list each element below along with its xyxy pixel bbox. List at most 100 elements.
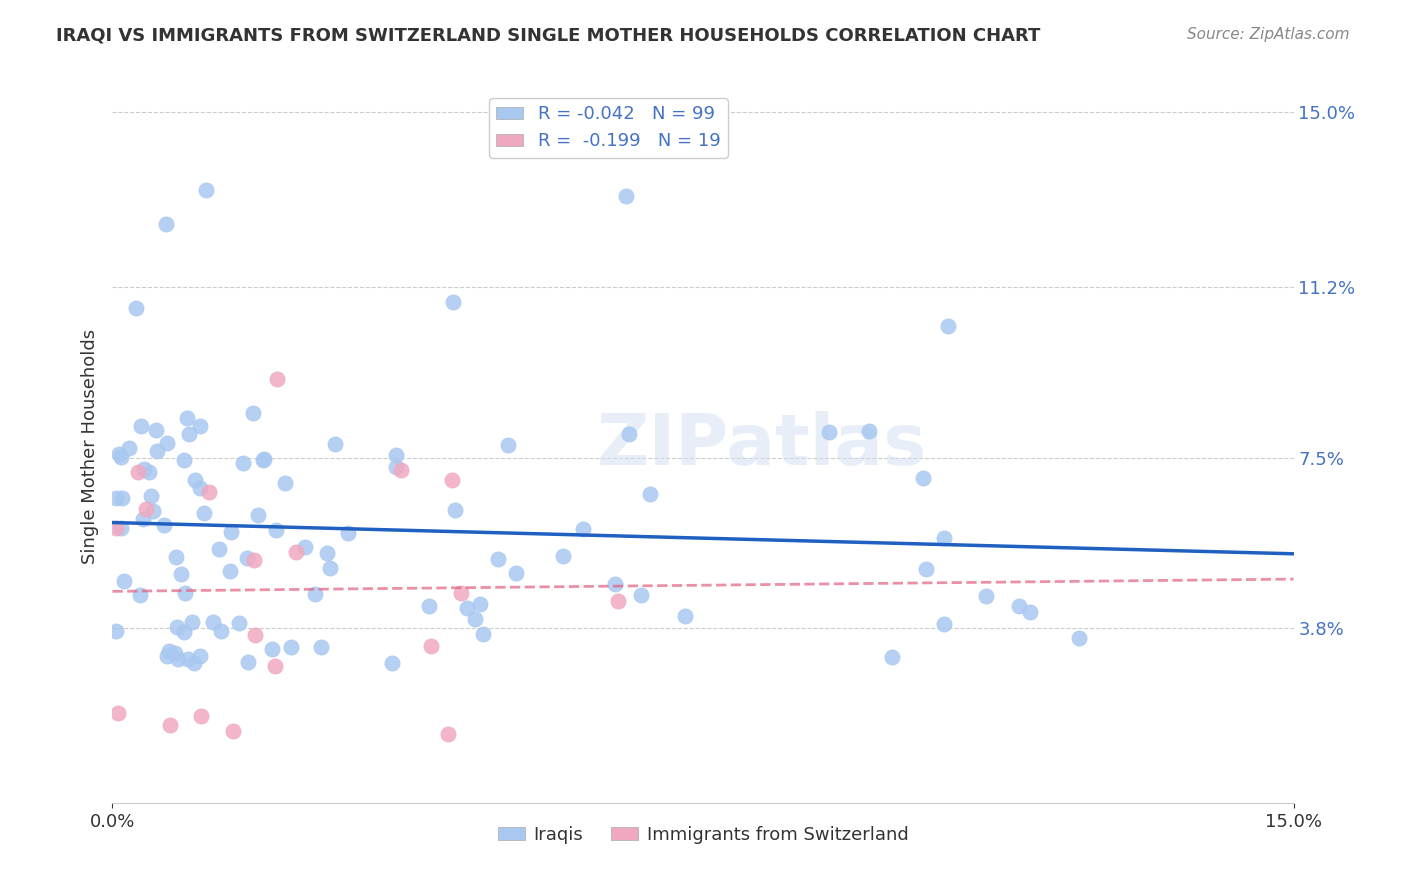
- Point: [606, 594, 628, 608]
- Point: [169, 567, 191, 582]
- Point: [389, 463, 412, 477]
- Point: [174, 586, 197, 600]
- Point: [974, 589, 997, 603]
- Point: [468, 597, 491, 611]
- Point: [505, 566, 527, 581]
- Point: [209, 624, 232, 639]
- Point: [418, 599, 440, 614]
- Point: [183, 473, 205, 487]
- Point: [165, 549, 187, 564]
- Point: [266, 372, 288, 386]
- Point: [173, 625, 195, 640]
- Point: [242, 406, 264, 420]
- Point: [207, 541, 229, 556]
- Point: [167, 652, 190, 666]
- Point: [188, 481, 211, 495]
- Point: [242, 553, 264, 567]
- Point: [105, 520, 128, 534]
- Point: [188, 419, 211, 434]
- Point: [159, 718, 181, 732]
- Point: [134, 462, 156, 476]
- Point: [603, 577, 626, 591]
- Point: [263, 658, 285, 673]
- Point: [135, 502, 157, 516]
- Point: [638, 487, 661, 501]
- Point: [222, 724, 245, 739]
- Point: [132, 512, 155, 526]
- Point: [444, 503, 467, 517]
- Point: [912, 471, 935, 485]
- Point: [157, 643, 180, 657]
- Point: [221, 524, 243, 539]
- Point: [294, 541, 316, 555]
- Point: [193, 506, 215, 520]
- Point: [304, 587, 326, 601]
- Point: [156, 435, 179, 450]
- Point: [156, 648, 179, 663]
- Point: [236, 551, 259, 566]
- Point: [381, 656, 404, 670]
- Point: [384, 459, 406, 474]
- Point: [915, 562, 938, 576]
- Point: [195, 183, 218, 197]
- Point: [236, 655, 259, 669]
- Point: [253, 451, 276, 466]
- Point: [936, 318, 959, 333]
- Point: [128, 588, 150, 602]
- Point: [188, 649, 211, 664]
- Point: [1067, 631, 1090, 645]
- Point: [932, 617, 955, 632]
- Point: [336, 525, 359, 540]
- Point: [616, 188, 638, 202]
- Text: ZIPatlas: ZIPatlas: [598, 411, 927, 481]
- Point: [882, 650, 904, 665]
- Point: [165, 646, 187, 660]
- Point: [437, 727, 460, 741]
- Point: [818, 425, 841, 439]
- Point: [553, 549, 575, 564]
- Point: [1018, 606, 1040, 620]
- Point: [129, 419, 152, 434]
- Point: [190, 708, 212, 723]
- Point: [316, 546, 339, 560]
- Point: [319, 561, 342, 575]
- Point: [166, 620, 188, 634]
- Point: [232, 456, 254, 470]
- Point: [1007, 599, 1029, 613]
- Point: [110, 520, 132, 534]
- Point: [127, 465, 149, 479]
- Point: [146, 443, 169, 458]
- Point: [142, 504, 165, 518]
- Point: [153, 518, 176, 533]
- Point: [274, 475, 297, 490]
- Point: [420, 639, 443, 653]
- Point: [932, 531, 955, 545]
- Point: [145, 423, 167, 437]
- Point: [630, 588, 652, 602]
- Point: [155, 218, 177, 232]
- Point: [201, 615, 224, 629]
- Point: [138, 465, 160, 479]
- Point: [450, 586, 472, 600]
- Point: [118, 441, 141, 455]
- Point: [323, 436, 346, 450]
- Point: [111, 491, 134, 505]
- Point: [280, 640, 302, 655]
- Point: [441, 294, 464, 309]
- Text: Source: ZipAtlas.com: Source: ZipAtlas.com: [1187, 27, 1350, 42]
- Point: [218, 564, 240, 578]
- Point: [247, 508, 270, 523]
- Point: [228, 615, 250, 630]
- Point: [385, 448, 408, 462]
- Point: [252, 453, 274, 467]
- Point: [105, 624, 128, 638]
- Point: [173, 453, 195, 467]
- Point: [285, 545, 308, 559]
- Text: IRAQI VS IMMIGRANTS FROM SWITZERLAND SINGLE MOTHER HOUSEHOLDS CORRELATION CHART: IRAQI VS IMMIGRANTS FROM SWITZERLAND SIN…: [56, 27, 1040, 45]
- Point: [498, 438, 520, 452]
- Point: [177, 651, 200, 665]
- Point: [471, 627, 494, 641]
- Point: [139, 489, 162, 503]
- Point: [572, 522, 595, 536]
- Point: [243, 628, 266, 642]
